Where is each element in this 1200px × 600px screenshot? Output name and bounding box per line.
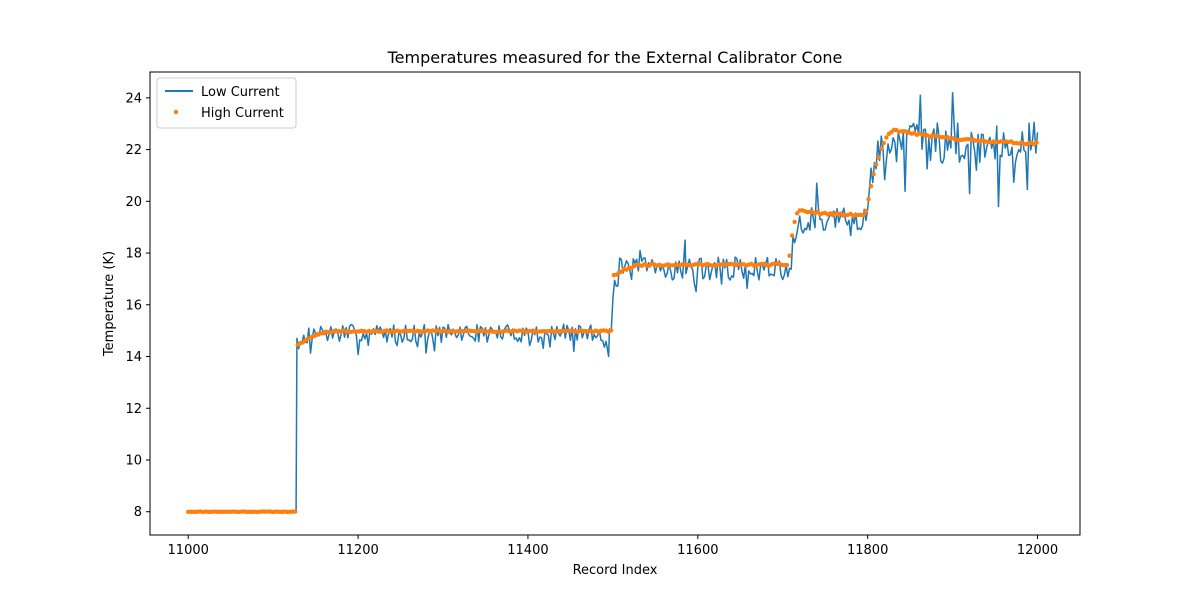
- x-axis-label: Record Index: [573, 563, 658, 578]
- x-tick-label: 11200: [337, 543, 378, 558]
- legend-label-high-current: High Current: [201, 106, 284, 121]
- x-tick-label: 11400: [507, 543, 548, 558]
- data-point-high-current: [293, 509, 298, 514]
- axes-frame: [149, 71, 1081, 536]
- y-tick-label: 16: [125, 298, 142, 313]
- data-point-high-current: [608, 328, 614, 333]
- data-point-high-current: [884, 135, 889, 140]
- y-axis-label: Temperature (K): [102, 251, 117, 357]
- x-tick-label: 11600: [677, 543, 718, 558]
- data-point-high-current: [861, 212, 866, 218]
- y-tick-label: 18: [125, 247, 142, 262]
- data-point-high-current: [876, 155, 881, 160]
- axes: 11000 11200 11400 11600 11800 12000 8 10 12 14 16 1…: [125, 71, 1081, 558]
- y-tick-label: 14: [125, 350, 142, 365]
- y-tick-label: 10: [125, 453, 142, 468]
- x-tick-label: 11000: [168, 543, 209, 558]
- chart-title: Temperatures measured for the External C…: [387, 48, 843, 67]
- y-tick-label: 8: [134, 505, 142, 520]
- data-point-high-current: [789, 233, 795, 238]
- data-point-high-current: [794, 211, 800, 216]
- data-point-high-current: [881, 140, 887, 146]
- data-point-high-current: [866, 196, 871, 202]
- data-point-high-current: [784, 262, 790, 268]
- legend: Low Current High Current: [156, 77, 297, 129]
- legend-marker-high-current: [173, 109, 179, 115]
- y-tick-label: 20: [125, 195, 142, 210]
- x-tick-label: 11800: [847, 543, 888, 558]
- data-point-high-current: [868, 184, 874, 189]
- y-tick-label: 24: [125, 91, 142, 106]
- data-point-high-current: [863, 208, 869, 214]
- data-point-high-current: [873, 162, 879, 167]
- legend-label-low-current: Low Current: [201, 85, 280, 100]
- data-point-high-current: [871, 171, 876, 177]
- data-point-high-current: [787, 253, 792, 258]
- y-tick-label: 22: [125, 143, 142, 158]
- data-point-high-current: [792, 219, 797, 225]
- data-point-high-current: [1034, 140, 1039, 145]
- y-tick-label: 12: [125, 402, 142, 417]
- data-point-high-current: [879, 146, 884, 151]
- plot-area: [186, 91, 1039, 515]
- x-tick-label: 12000: [1017, 543, 1058, 558]
